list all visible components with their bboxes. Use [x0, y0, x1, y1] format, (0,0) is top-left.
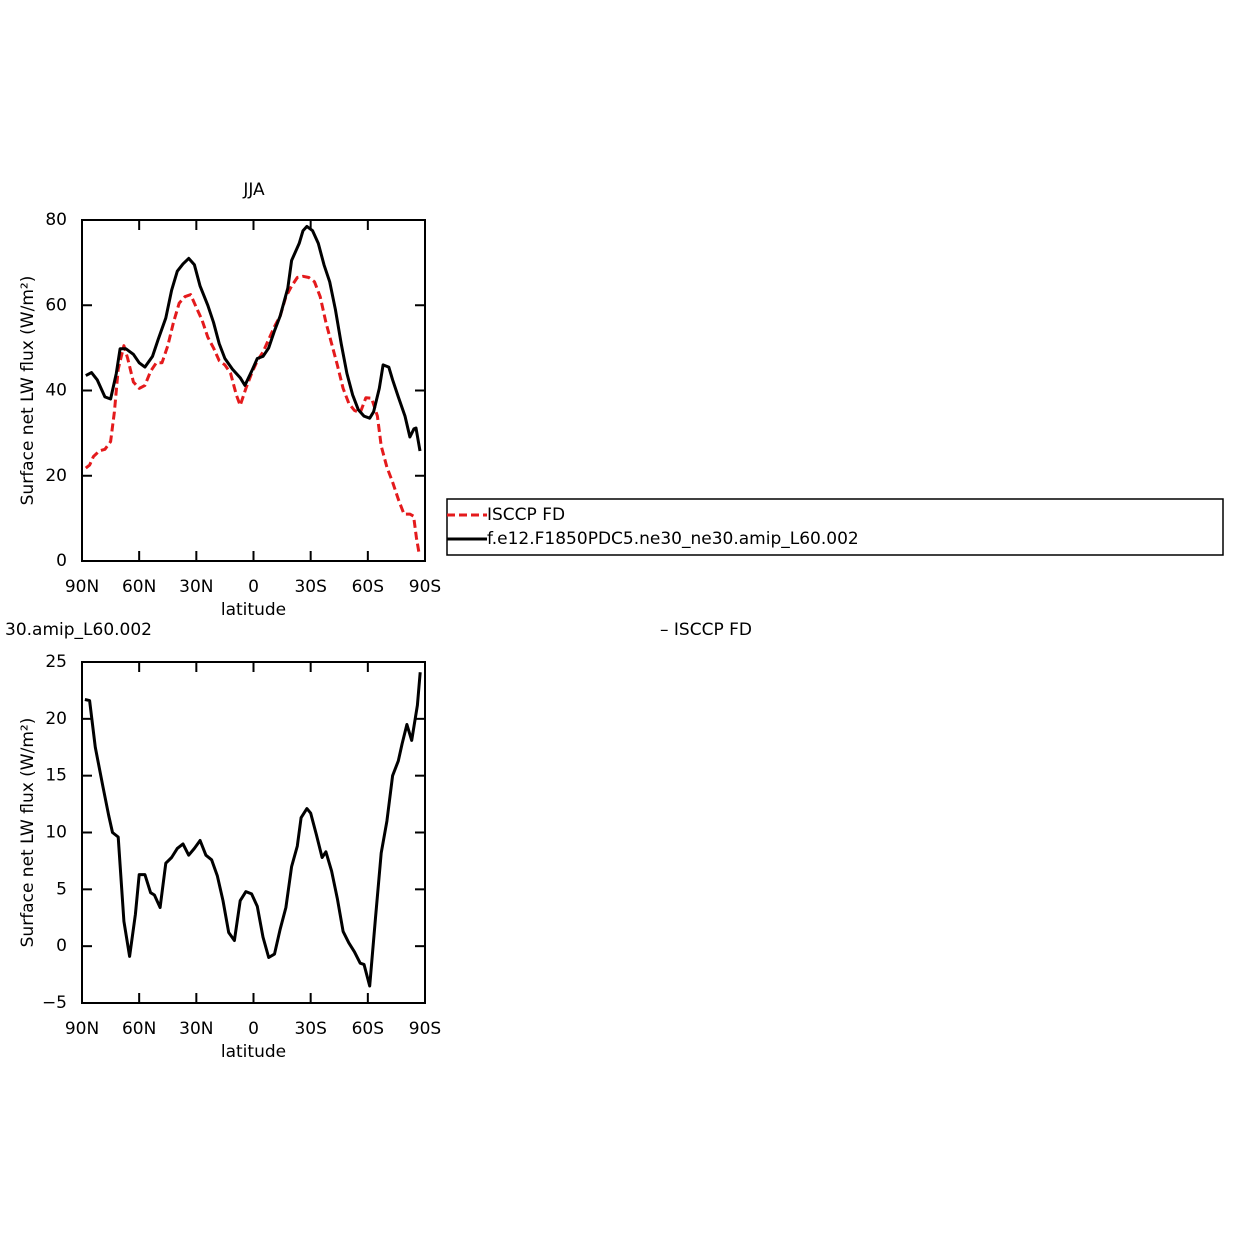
data-line [84, 672, 422, 988]
legend-box [446, 498, 1224, 556]
x-tick-label: 30S [294, 577, 326, 597]
y-tick-label: 40 [45, 381, 67, 401]
x-tick-label: 60S [352, 1019, 384, 1039]
x-tick-label: 0 [248, 577, 259, 597]
y-tick-label: 15 [45, 766, 67, 786]
x-tick-label: 0 [248, 1019, 259, 1039]
x-tick-label: 60N [122, 1019, 156, 1039]
x-tick-label: 30N [179, 577, 213, 597]
legend-label: ISCCP FD [487, 505, 565, 525]
y-axis-label: Surface net LW flux (W/m²) [18, 276, 38, 506]
y-tick-label: −5 [42, 993, 67, 1013]
plot-frame [81, 219, 426, 562]
x-axis-label: latitude [221, 600, 286, 620]
plot-frame [81, 661, 426, 1004]
y-tick-label: 60 [45, 295, 67, 315]
x-tick-label: 30S [294, 1019, 326, 1039]
data-line [85, 224, 422, 452]
x-tick-label: 60N [122, 577, 156, 597]
y-tick-label: 25 [45, 652, 67, 672]
chart-title: JJA [242, 180, 265, 200]
chart-title: 30.amip_L60.002 [5, 620, 152, 640]
data-line [84, 274, 421, 555]
y-tick-label: 20 [45, 709, 67, 729]
x-tick-label: 60S [352, 577, 384, 597]
x-tick-label: 30N [179, 1019, 213, 1039]
y-tick-label: 5 [56, 879, 67, 899]
y-tick-label: 0 [56, 551, 67, 571]
x-tick-label: 90N [65, 1019, 99, 1039]
y-tick-label: 80 [45, 210, 67, 230]
y-tick-label: 10 [45, 823, 67, 843]
y-axis-label: Surface net LW flux (W/m²) [18, 718, 38, 948]
x-tick-label: 90S [409, 577, 441, 597]
y-tick-label: 20 [45, 466, 67, 486]
legend-label: f.e12.F1850PDC5.ne30_ne30.amip_L60.002 [487, 529, 859, 549]
y-tick-label: 0 [56, 936, 67, 956]
annotation: – ISCCP FD [660, 620, 752, 640]
x-axis-label: latitude [221, 1042, 286, 1062]
x-tick-label: 90S [409, 1019, 441, 1039]
x-tick-label: 90N [65, 577, 99, 597]
